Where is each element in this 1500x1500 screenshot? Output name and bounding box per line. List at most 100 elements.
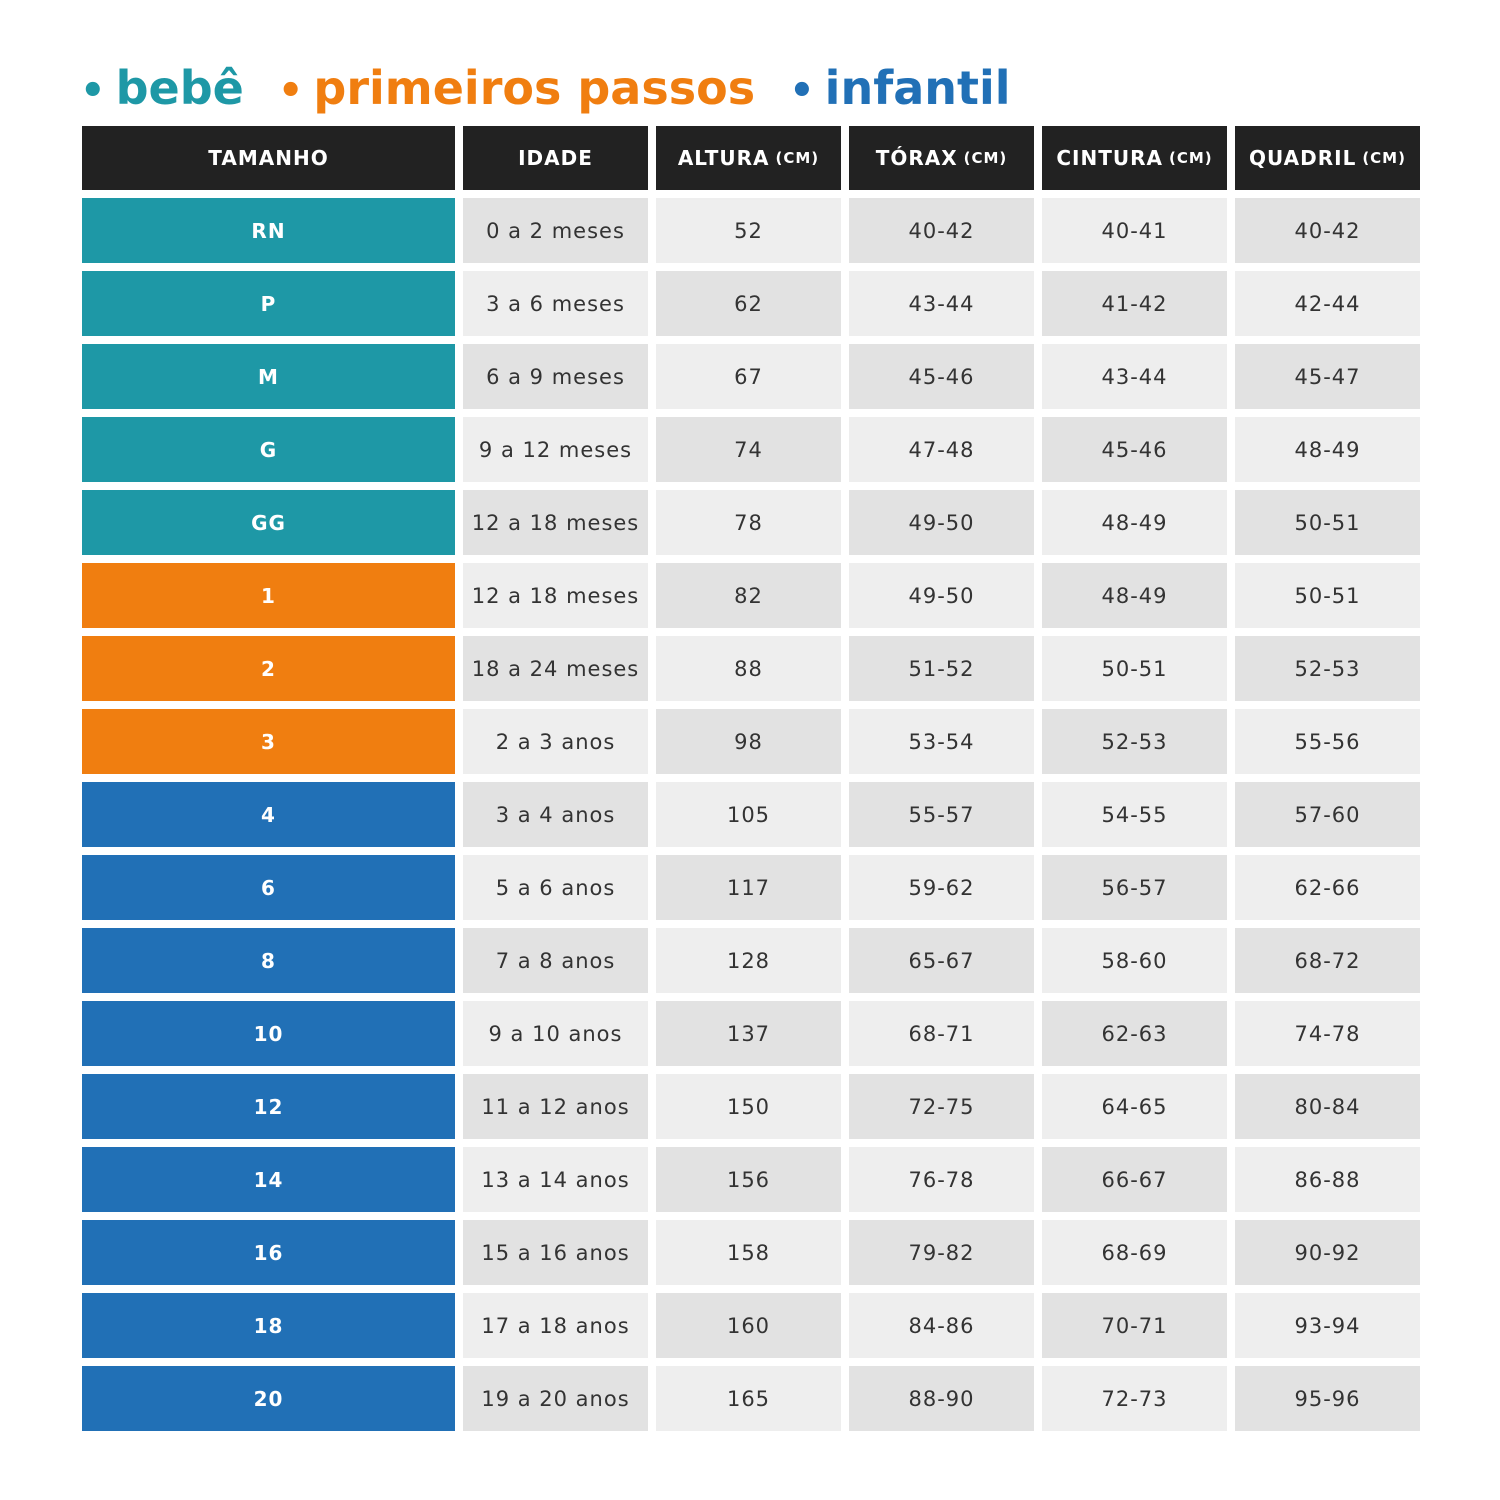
data-cell: 82 [656, 563, 841, 628]
data-cell: 62 [656, 271, 841, 336]
data-cell: 128 [656, 928, 841, 993]
data-cell: 45-47 [1235, 344, 1420, 409]
data-cell: 50-51 [1042, 636, 1227, 701]
header-label: CINTURA [1056, 146, 1163, 170]
data-cell: 12 a 18 meses [463, 563, 648, 628]
data-cell: 11 a 12 anos [463, 1074, 648, 1139]
data-cell: 80-84 [1235, 1074, 1420, 1139]
data-cell: 19 a 20 anos [463, 1366, 648, 1431]
data-cell: 98 [656, 709, 841, 774]
data-cell: 45-46 [1042, 417, 1227, 482]
data-cell: 68-71 [849, 1001, 1034, 1066]
data-cell: 48-49 [1235, 417, 1420, 482]
data-cell: 40-42 [849, 198, 1034, 263]
size-cell: 8 [82, 928, 455, 993]
data-cell: 43-44 [849, 271, 1034, 336]
data-cell: 3 a 4 anos [463, 782, 648, 847]
header-unit: (CM) [775, 149, 820, 167]
size-cell: 12 [82, 1074, 455, 1139]
data-cell: 52-53 [1235, 636, 1420, 701]
header-unit: (CM) [1362, 149, 1406, 167]
data-cell: 7 a 8 anos [463, 928, 648, 993]
data-cell: 74 [656, 417, 841, 482]
legend-item: • infantil [789, 61, 1010, 115]
data-cell: 65-67 [849, 928, 1034, 993]
data-cell: 49-50 [849, 490, 1034, 555]
data-cell: 95-96 [1235, 1366, 1420, 1431]
legend-label: infantil [824, 61, 1011, 115]
data-cell: 72-75 [849, 1074, 1034, 1139]
legend: • bebê • primeiros passos • infantil [80, 58, 1045, 118]
header-cell: QUADRIL (CM) [1235, 126, 1420, 190]
size-cell: 6 [82, 855, 455, 920]
data-cell: 160 [656, 1293, 841, 1358]
data-cell: 67 [656, 344, 841, 409]
data-cell: 5 a 6 anos [463, 855, 648, 920]
data-cell: 9 a 10 anos [463, 1001, 648, 1066]
data-cell: 57-60 [1235, 782, 1420, 847]
data-cell: 76-78 [849, 1147, 1034, 1212]
size-cell: GG [82, 490, 455, 555]
data-cell: 51-52 [849, 636, 1034, 701]
header-unit: (CM) [963, 149, 1008, 167]
data-cell: 88 [656, 636, 841, 701]
data-cell: 79-82 [849, 1220, 1034, 1285]
legend-label: bebê [115, 61, 244, 115]
size-cell: RN [82, 198, 455, 263]
data-cell: 70-71 [1042, 1293, 1227, 1358]
size-cell: 16 [82, 1220, 455, 1285]
data-cell: 56-57 [1042, 855, 1227, 920]
data-cell: 17 a 18 anos [463, 1293, 648, 1358]
data-cell: 59-62 [849, 855, 1034, 920]
data-cell: 18 a 24 meses [463, 636, 648, 701]
legend-bullet: • [277, 68, 304, 114]
data-cell: 48-49 [1042, 563, 1227, 628]
header-cell: IDADE [463, 126, 648, 190]
data-cell: 74-78 [1235, 1001, 1420, 1066]
data-cell: 64-65 [1042, 1074, 1227, 1139]
data-cell: 117 [656, 855, 841, 920]
data-cell: 45-46 [849, 344, 1034, 409]
header-unit: (CM) [1168, 149, 1213, 167]
data-cell: 54-55 [1042, 782, 1227, 847]
data-cell: 68-69 [1042, 1220, 1227, 1285]
data-cell: 93-94 [1235, 1293, 1420, 1358]
data-cell: 62-63 [1042, 1001, 1227, 1066]
data-cell: 84-86 [849, 1293, 1034, 1358]
data-cell: 15 a 16 anos [463, 1220, 648, 1285]
data-cell: 72-73 [1042, 1366, 1227, 1431]
data-cell: 48-49 [1042, 490, 1227, 555]
data-cell: 12 a 18 meses [463, 490, 648, 555]
size-cell: 3 [82, 709, 455, 774]
data-cell: 0 a 2 meses [463, 198, 648, 263]
data-cell: 13 a 14 anos [463, 1147, 648, 1212]
data-cell: 105 [656, 782, 841, 847]
header-label: ALTURA [677, 146, 770, 170]
data-cell: 40-42 [1235, 198, 1420, 263]
legend-bullet: • [789, 68, 815, 114]
legend-item: • primeiros passos [278, 61, 755, 115]
data-cell: 55-57 [849, 782, 1034, 847]
data-cell: 62-66 [1235, 855, 1420, 920]
data-cell: 66-67 [1042, 1147, 1227, 1212]
size-cell: 20 [82, 1366, 455, 1431]
data-cell: 137 [656, 1001, 841, 1066]
data-cell: 50-51 [1235, 490, 1420, 555]
data-cell: 42-44 [1235, 271, 1420, 336]
header-label: TÓRAX [875, 146, 958, 170]
legend-item: • bebê [80, 61, 244, 115]
data-cell: 150 [656, 1074, 841, 1139]
data-cell: 58-60 [1042, 928, 1227, 993]
data-cell: 52-53 [1042, 709, 1227, 774]
header-label: TAMANHO [208, 146, 329, 170]
size-cell: M [82, 344, 455, 409]
data-cell: 43-44 [1042, 344, 1227, 409]
data-cell: 158 [656, 1220, 841, 1285]
data-cell: 9 a 12 meses [463, 417, 648, 482]
header-cell: TÓRAX (CM) [849, 126, 1034, 190]
data-cell: 90-92 [1235, 1220, 1420, 1285]
data-cell: 88-90 [849, 1366, 1034, 1431]
size-cell: 1 [82, 563, 455, 628]
size-cell: P [82, 271, 455, 336]
